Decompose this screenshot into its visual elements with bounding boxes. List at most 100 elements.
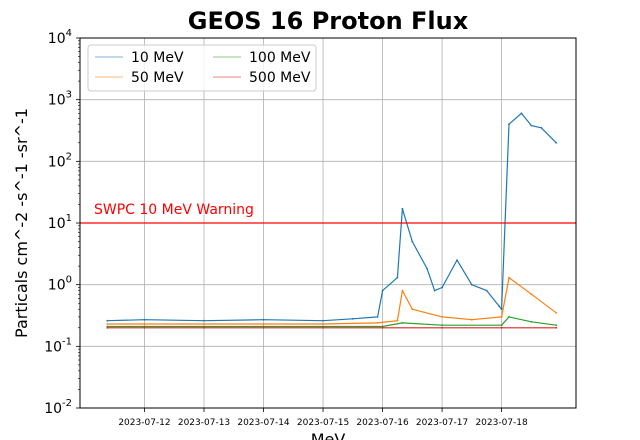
x-tick-label: 2023-07-18: [475, 418, 528, 428]
x-axis-ticks: 2023-07-12 2023-07-13 2023-07-14 2023-07-15…: [118, 408, 528, 428]
series-point: [441, 326, 443, 329]
legend: 10 MeV 50 MeV 100 MeV 500 MeV: [87, 44, 317, 92]
y-tick-label: 10-2: [44, 398, 72, 417]
legend-frame: [87, 44, 317, 92]
series-point: [530, 320, 533, 323]
x-tick-label: 2023-07-16: [356, 418, 409, 428]
series-point: [322, 323, 324, 325]
y-axis-label: Particals cm^-2 -s^-1 -sr^-1: [12, 108, 31, 338]
series-point: [106, 326, 109, 329]
series-point: [508, 123, 510, 126]
legend-label: 10 MeV: [131, 50, 184, 66]
y-tick-base: 10: [44, 401, 62, 417]
legend-label: 500 MeV: [249, 70, 311, 86]
y-tick-label: 102: [48, 151, 72, 170]
series-point: [381, 326, 384, 329]
series-point: [411, 240, 414, 243]
x-tick-label: 2023-07-14: [237, 418, 290, 428]
y-tick-exponent: -2: [62, 398, 72, 409]
y-tick-base: 10: [44, 339, 62, 355]
x-tick-label: 2023-07-15: [297, 418, 349, 428]
chart-title: GEOS 16 Proton Flux: [188, 7, 469, 35]
series-point: [262, 318, 265, 321]
series-point: [485, 289, 488, 292]
series-point: [376, 316, 379, 318]
series-point: [520, 112, 523, 115]
series-point: [262, 326, 265, 329]
series-point: [426, 268, 429, 270]
series-point: [498, 305, 500, 307]
series-point: [106, 323, 109, 325]
series-point: [322, 326, 324, 329]
series-point: [322, 325, 324, 328]
series-point: [322, 319, 324, 322]
series-point: [143, 318, 146, 321]
series-point: [351, 317, 354, 320]
series-point: [396, 276, 399, 279]
series-point: [401, 289, 404, 292]
series-point: [470, 283, 473, 286]
y-tick-label: 10-1: [44, 336, 72, 355]
y-tick-exponent: 3: [66, 90, 72, 101]
series-point: [555, 326, 558, 329]
y-tick-label: 104: [48, 28, 72, 47]
series-point: [441, 286, 443, 289]
series-point: [106, 319, 109, 322]
series-point: [396, 319, 399, 322]
series-point: [262, 325, 265, 328]
y-tick-exponent: 0: [66, 275, 72, 286]
series-point: [441, 324, 443, 327]
series-point: [401, 322, 404, 324]
series-point: [203, 325, 205, 328]
series-point: [555, 311, 558, 314]
series-point: [500, 326, 503, 329]
y-tick-exponent: 1: [66, 213, 72, 224]
legend-entries: 10 MeV 50 MeV 100 MeV 500 MeV: [95, 50, 311, 86]
series-point: [433, 289, 436, 292]
y-tick-exponent: 2: [66, 151, 72, 162]
threshold-label: SWPC 10 MeV Warning: [94, 202, 254, 218]
series-point: [203, 326, 205, 329]
x-tick-label: 2023-07-17: [416, 418, 468, 428]
series-point: [381, 325, 384, 328]
series-point: [500, 316, 503, 318]
y-tick-label: 101: [48, 213, 72, 232]
series-line-100-mev: [107, 316, 557, 328]
series-point: [530, 293, 533, 296]
legend-label: 100 MeV: [249, 50, 311, 66]
series-point: [381, 289, 384, 292]
y-tick-base: 10: [48, 31, 66, 47]
y-tick-label: 103: [48, 90, 72, 109]
series-point: [555, 324, 558, 327]
y-tick-label: 100: [48, 275, 72, 294]
series-point: [555, 141, 558, 144]
series-point: [470, 318, 473, 321]
series-point: [508, 316, 510, 318]
x-tick-label: 2023-07-13: [178, 418, 230, 428]
y-tick-exponent: 4: [66, 28, 72, 39]
series-layer: [106, 112, 558, 329]
series-point: [143, 326, 146, 329]
series-point: [143, 325, 146, 328]
y-tick-exponent: -1: [62, 336, 72, 347]
series-point: [508, 276, 510, 279]
legend-label: 50 MeV: [131, 70, 184, 86]
series-point: [500, 308, 503, 311]
series-point: [411, 308, 414, 311]
series-point: [530, 124, 533, 127]
x-tick-label: 2023-07-12: [118, 418, 170, 428]
series-point: [456, 259, 458, 261]
y-tick-base: 10: [48, 93, 66, 109]
series-point: [143, 323, 146, 325]
y-tick-base: 10: [48, 216, 66, 232]
series-point: [262, 323, 265, 325]
series-point: [500, 324, 503, 327]
series-point: [106, 325, 109, 328]
x-axis-label: MeV: [311, 430, 346, 440]
y-tick-base: 10: [48, 278, 66, 294]
series-point: [203, 323, 205, 325]
series-line-10-mev: [107, 112, 557, 322]
series-point: [441, 316, 443, 318]
